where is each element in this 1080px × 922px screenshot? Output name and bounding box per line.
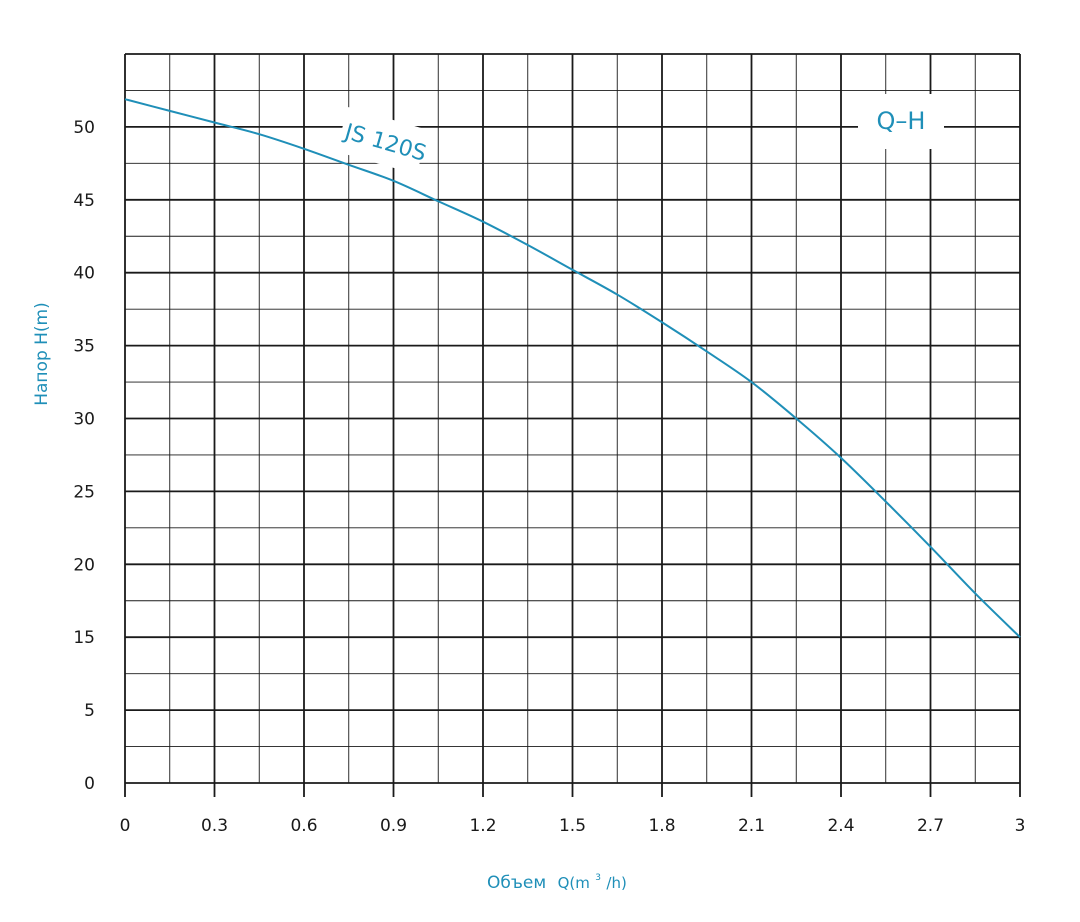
x-tick-label: 0.3 bbox=[201, 816, 228, 836]
x-axis-title-sup: 3 bbox=[595, 873, 601, 883]
x-tick-label: 1.5 bbox=[559, 816, 586, 836]
curve-label-backing bbox=[335, 107, 430, 175]
x-axis-title-prefix: Объем bbox=[487, 873, 546, 893]
y-tick-label: 30 bbox=[73, 410, 95, 430]
x-tick-label: 0.6 bbox=[290, 816, 317, 836]
x-tick-label: 2.7 bbox=[917, 816, 944, 836]
series-layer bbox=[124, 98, 1021, 638]
y-tick-label: 25 bbox=[73, 482, 95, 502]
x-axis-title-suffix: /h) bbox=[606, 874, 626, 892]
x-tick-label: 2.1 bbox=[738, 816, 765, 836]
y-tick-label: 0 bbox=[84, 774, 95, 794]
y-tick-label: 40 bbox=[73, 264, 95, 284]
x-axis-title: Объем Q(m 3 /h) bbox=[487, 865, 627, 893]
legend-backing bbox=[858, 94, 944, 149]
series-line-js-120s bbox=[124, 98, 1021, 638]
legend: Q–H bbox=[858, 94, 944, 149]
y-tick-label: 15 bbox=[73, 628, 95, 648]
y-tick-label: 50 bbox=[73, 118, 95, 138]
x-tick-label: 0.9 bbox=[380, 816, 407, 836]
y-tick-label: 20 bbox=[73, 555, 95, 575]
x-axis-title-var: Q(m bbox=[558, 874, 590, 892]
grid bbox=[124, 53, 1021, 784]
x-tick-label: 1.2 bbox=[469, 816, 496, 836]
legend-label: Q–H bbox=[877, 107, 926, 135]
y-axis-title: Напор H(m) bbox=[32, 302, 52, 406]
y-tick-label: 5 bbox=[84, 701, 95, 721]
x-tick-label: 0 bbox=[120, 816, 131, 836]
x-tick-label: 1.8 bbox=[648, 816, 675, 836]
y-axis-ticks: 0 5 15 20 25 30 35 40 45 50 bbox=[73, 118, 95, 794]
y-tick-label: 35 bbox=[73, 337, 95, 357]
y-tick-label: 45 bbox=[73, 191, 95, 211]
x-tick-label: 3 bbox=[1015, 816, 1026, 836]
x-axis-ticks: 0 0.3 0.6 0.9 1.2 1.5 1.8 2.1 2.4 2.7 3 bbox=[120, 783, 1026, 836]
x-tick-label: 2.4 bbox=[827, 816, 854, 836]
